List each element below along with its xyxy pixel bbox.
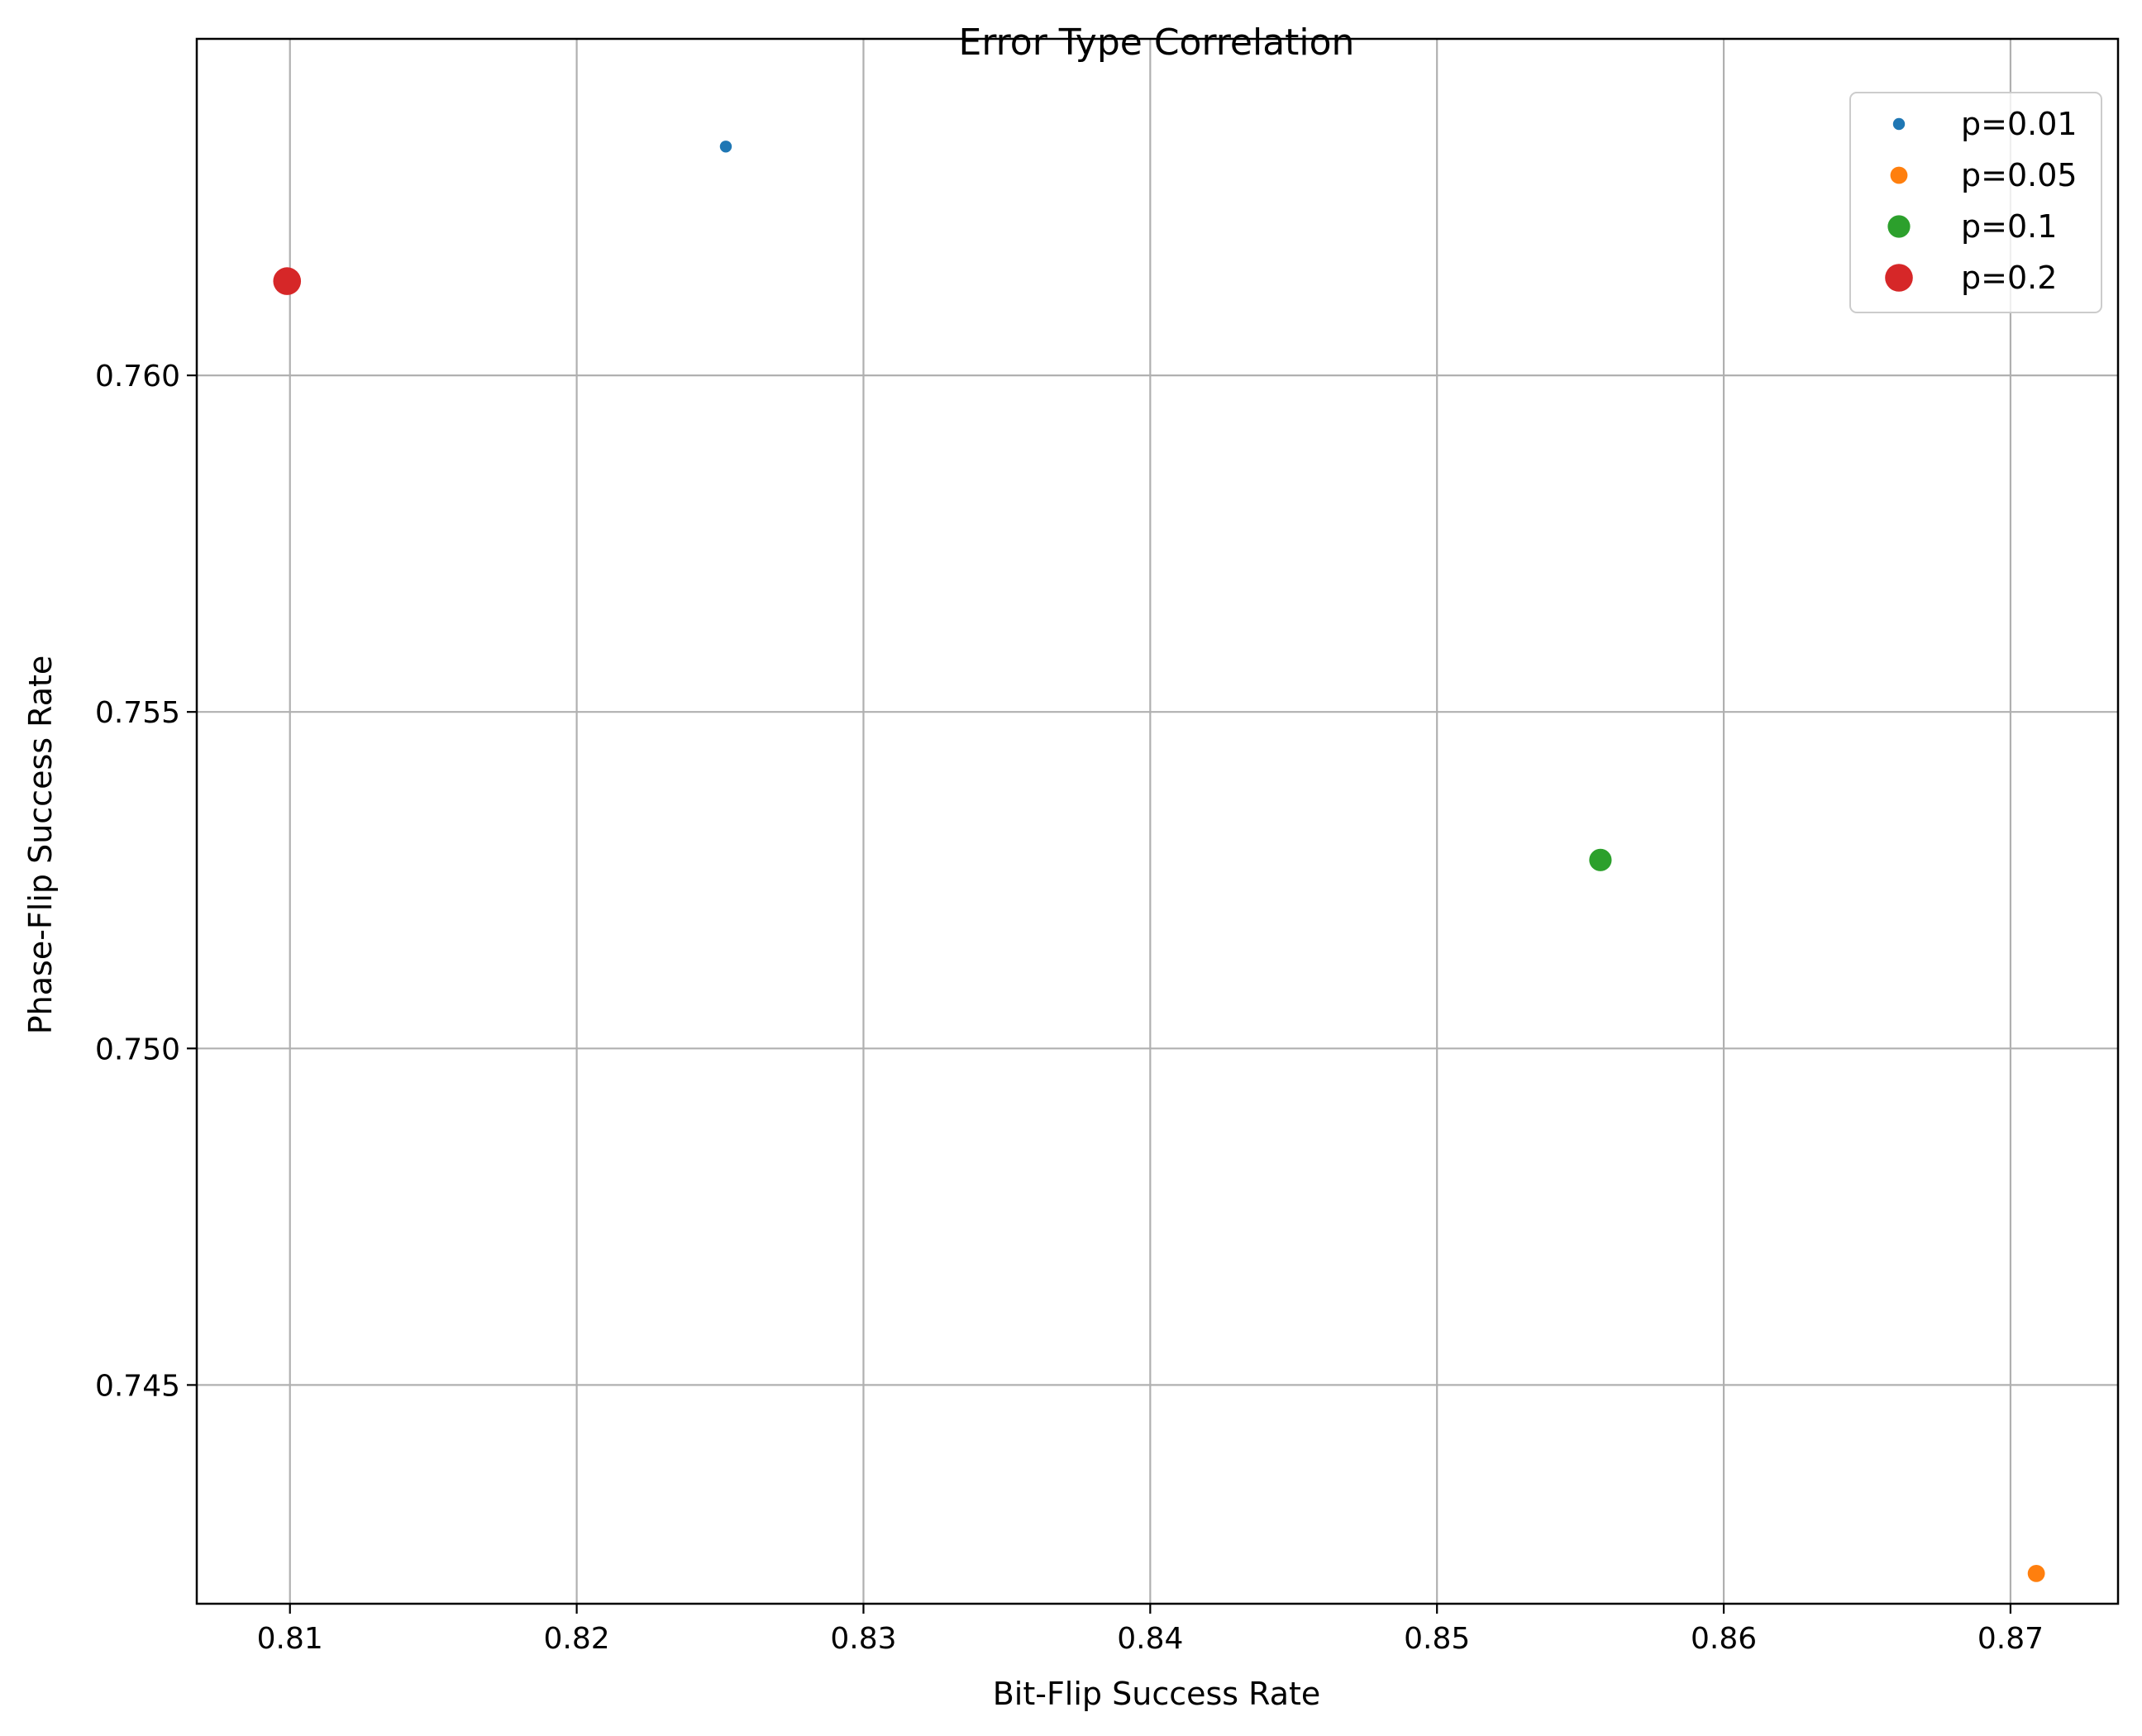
legend-marker [1890,166,1908,184]
legend-marker [1892,117,1906,131]
x-axis-ticks: 0.81 0.82 0.83 0.84 0.85 0.86 0.87 [257,1604,2044,1656]
x-tick-label: 0.81 [257,1622,323,1656]
y-axis-ticks: 0.745 0.750 0.755 0.760 [95,360,197,1403]
legend-label: p=0.05 [1961,157,2078,193]
x-tick-label: 0.86 [1691,1622,1757,1656]
legend-marker [1887,215,1911,238]
x-tick-label: 0.85 [1404,1622,1470,1656]
legend-label: p=0.01 [1961,106,2078,142]
data-point-p=0.1 [1589,848,1612,871]
y-tick-label: 0.750 [95,1033,180,1066]
y-tick-label: 0.745 [95,1369,180,1403]
legend-marker [1885,264,1913,292]
x-tick-label: 0.83 [830,1622,896,1656]
legend-box [1849,92,2102,313]
x-tick-label: 0.84 [1117,1622,1183,1656]
x-tick-label: 0.87 [1977,1622,2044,1656]
data-point-p=0.01 [719,141,732,153]
data-points [273,141,2045,1582]
legend-label: p=0.1 [1961,208,2057,245]
chart-title: Error Type Correlation [959,21,1355,64]
plot-frame [195,37,2120,1605]
y-tick-label: 0.760 [95,360,180,393]
y-axis-label: Phase-Flip Success Rate [22,656,59,1035]
legend-label: p=0.2 [1961,260,2057,296]
data-point-p=0.2 [273,267,302,295]
x-tick-label: 0.82 [544,1622,610,1656]
y-tick-label: 0.755 [95,696,180,730]
x-axis-label: Bit-Flip Success Rate [993,1676,1321,1712]
data-point-p=0.05 [2027,1564,2045,1582]
legend: p=0.01 p=0.05 p=0.1 p=0.2 [1849,92,2102,313]
